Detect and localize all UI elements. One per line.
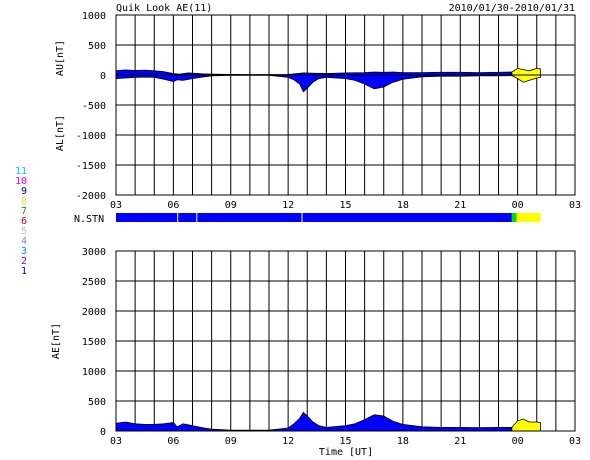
y-tick-label: 500 xyxy=(88,397,106,408)
station-legend-label: 2 xyxy=(21,256,27,267)
station-legend-label: 5 xyxy=(21,226,27,237)
au-axis-label: AU[nT] xyxy=(55,40,66,76)
y-tick-label: -2000 xyxy=(76,191,106,202)
y-tick-label: -1000 xyxy=(76,131,106,142)
au-al-panel: 1000 500 0 -500 -1000 -1500 -2000 03 06 09 12 15 18 2… xyxy=(76,11,581,211)
x-tick-label: 09 xyxy=(225,200,237,211)
y-tick-label: 0 xyxy=(100,427,106,438)
x-tick-label: 15 xyxy=(339,200,351,211)
x-tick-label: 06 xyxy=(167,436,179,447)
x-tick-label: 12 xyxy=(282,436,294,447)
station-legend-label: 6 xyxy=(21,216,27,227)
x-tick-label: 00 xyxy=(512,436,524,447)
series-area-ae xyxy=(511,418,541,432)
x-tick-label: 03 xyxy=(569,436,581,447)
ae-axis-label: AE[nT] xyxy=(51,323,62,359)
x-tick-label: 18 xyxy=(397,200,409,211)
station-gap xyxy=(196,213,198,222)
y-tick-label: 1000 xyxy=(82,11,106,22)
station-segment xyxy=(116,213,512,222)
x-tick-label: 03 xyxy=(569,200,581,211)
date-range: 2010/01/30-2010/01/31 xyxy=(449,3,575,14)
x-tick-label: 21 xyxy=(454,436,466,447)
station-gap xyxy=(301,213,303,222)
y-tick-label: 500 xyxy=(88,41,106,52)
station-legend-label: 11 xyxy=(15,166,27,177)
station-strip-label: N.STN xyxy=(74,214,104,225)
station-legend-label: 1 xyxy=(21,266,27,277)
series-area-au xyxy=(115,69,513,76)
series-area-al xyxy=(511,74,541,83)
station-legend-label: 7 xyxy=(21,206,27,217)
station-segment xyxy=(511,213,517,222)
station-gap xyxy=(177,213,179,222)
plot-frame xyxy=(115,14,576,196)
station-legend-label: 3 xyxy=(21,246,27,257)
x-tick-label: 12 xyxy=(282,200,294,211)
x-tick-label: 09 xyxy=(225,436,237,447)
y-tick-label: 1500 xyxy=(82,337,106,348)
station-count-strip xyxy=(116,213,541,222)
y-tick-label: -1500 xyxy=(76,161,106,172)
x-tick-label: 00 xyxy=(512,200,524,211)
y-tick-label: 2500 xyxy=(82,277,106,288)
station-legend-label: 10 xyxy=(15,176,27,187)
plot-frame xyxy=(115,250,576,432)
y-tick-label: 2000 xyxy=(82,307,106,318)
station-segment xyxy=(516,213,541,222)
y-tick-label: 3000 xyxy=(82,247,106,258)
x-tick-label: 06 xyxy=(167,200,179,211)
time-axis-label: Time [UT] xyxy=(319,447,373,458)
y-tick-label: 1000 xyxy=(82,367,106,378)
al-axis-label: AL[nT] xyxy=(55,115,66,151)
series-area-au xyxy=(511,67,541,76)
x-tick-label: 18 xyxy=(397,436,409,447)
series-area-al xyxy=(115,74,513,93)
y-tick-label: -500 xyxy=(82,101,106,112)
y-tick-label: 0 xyxy=(100,71,106,82)
station-legend-label: 9 xyxy=(21,186,27,197)
x-tick-label: 03 xyxy=(110,436,122,447)
station-legend-label: 4 xyxy=(21,236,27,247)
chart-title: Quik Look AE(11) xyxy=(116,3,212,14)
ae-panel: 3000 2500 2000 1500 1000 500 0 03 06 09 12 15 18 21 00… xyxy=(82,247,581,447)
x-tick-label: 21 xyxy=(454,200,466,211)
x-tick-label: 15 xyxy=(339,436,351,447)
series-area-ae xyxy=(115,411,513,432)
station-legend-label: 8 xyxy=(21,196,27,207)
x-tick-label: 03 xyxy=(110,200,122,211)
